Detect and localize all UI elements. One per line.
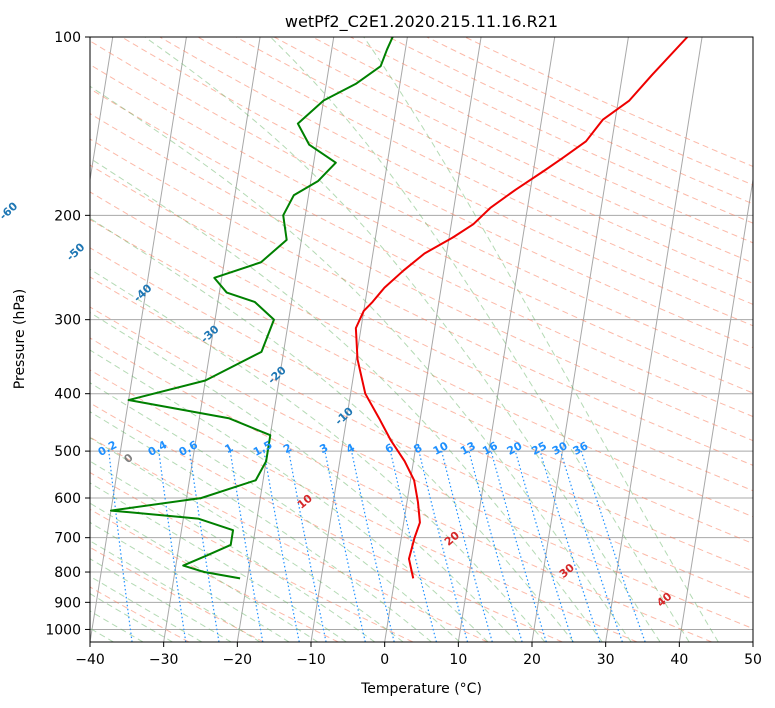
isotherm-line — [90, 37, 187, 642]
moist-adiabat-line — [90, 349, 489, 642]
moist-adiabat-line — [90, 521, 290, 642]
mixing-ratio-line — [418, 450, 469, 642]
moist-adiabat-line — [90, 558, 232, 642]
isotherm-line — [531, 37, 629, 642]
dry-adiabat-line — [426, 37, 753, 186]
temperature-profile-line — [354, 37, 689, 579]
isotherm-line — [90, 37, 114, 183]
dry-adiabat-line — [90, 64, 753, 394]
mixing-ratio-label: 13 — [458, 439, 478, 458]
mixing-ratio-line — [229, 451, 264, 642]
mixing-ratio-line — [559, 450, 623, 642]
y-tick-label: 800 — [54, 565, 81, 581]
dry-adiabat-line — [90, 471, 414, 642]
mixing-ratio-line — [108, 451, 133, 642]
dry-adiabat-line — [197, 37, 753, 305]
y-tick-label: 500 — [54, 444, 81, 460]
x-tick-label: −10 — [296, 652, 326, 668]
moist-adiabat-line — [90, 157, 603, 642]
dry-adiabat-line — [90, 218, 753, 545]
x-axis-label: Temperature (°C) — [360, 681, 482, 697]
dry-adiabat-line — [350, 37, 753, 224]
mixing-ratio-line — [514, 450, 574, 642]
dry-adiabat-line — [121, 37, 753, 349]
chart-title: wetPf2_C2E1.2020.215.11.16.R21 — [285, 12, 558, 32]
dry-adiabat-line — [90, 247, 753, 572]
dry-adiabat-line — [274, 37, 753, 264]
mixing-ratio-line — [288, 450, 327, 642]
x-tick-label: 0 — [380, 652, 389, 668]
x-tick-label: −30 — [149, 652, 179, 668]
moist-adiabat-line — [90, 437, 404, 642]
dry-adiabat-line — [159, 37, 753, 327]
x-tick-label: 10 — [449, 652, 467, 668]
dry-adiabat-line — [90, 436, 488, 642]
x-tick-label: 20 — [523, 652, 541, 668]
moist-adiabat-line — [90, 382, 461, 642]
moist-adiabat-line — [90, 593, 173, 642]
dry-adiabat-line — [312, 37, 753, 244]
dry-adiabat-line — [90, 113, 753, 442]
y-tick-label: 200 — [54, 208, 81, 224]
mixing-ratio-line — [468, 450, 523, 642]
dry-adiabat-line — [90, 337, 712, 642]
plot-area — [90, 37, 753, 642]
mixing-ratio-line — [189, 451, 220, 642]
mixing-ratio-label: 16 — [480, 439, 500, 458]
x-tick-label: −20 — [223, 652, 253, 668]
mixing-ratio-label: 30 — [550, 439, 570, 458]
y-tick-label: 100 — [54, 30, 81, 46]
dry-adiabat-line — [90, 88, 753, 418]
x-tick-label: 30 — [597, 652, 615, 668]
mixing-ratio-line — [389, 450, 438, 642]
moist-adiabat-line — [90, 268, 546, 642]
moist-adiabat-line — [90, 540, 261, 642]
y-tick-label: 400 — [54, 387, 81, 403]
moist-adiabat-line — [363, 37, 719, 642]
plot-frame — [89, 36, 754, 643]
moist-adiabat-line — [90, 217, 574, 642]
y-tick-label: 900 — [54, 595, 81, 611]
moist-adiabat-line — [270, 37, 690, 642]
moist-adiabat-line — [90, 460, 376, 642]
mixing-ratio-label: 20 — [505, 439, 525, 458]
mixing-ratio-line — [158, 451, 187, 642]
y-tick-label: 600 — [54, 491, 81, 507]
x-tick-label: 40 — [670, 652, 688, 668]
isotherm-line — [457, 37, 556, 642]
dry-adiabat-line — [90, 40, 753, 371]
dewpoint-profile-line — [109, 37, 394, 580]
moist-adiabat-line — [90, 482, 347, 642]
x-tick-label: −40 — [75, 652, 105, 668]
mixing-ratio-label: 36 — [571, 439, 591, 458]
isotherm-line — [163, 37, 261, 642]
moist-adiabat-line — [144, 37, 661, 642]
moist-adiabat-line — [90, 85, 632, 642]
x-tick-label: 50 — [744, 652, 762, 668]
mixing-ratio-line — [350, 450, 395, 642]
isotherm-line — [236, 37, 335, 642]
mixing-ratio-line — [441, 450, 493, 642]
mixing-ratio-line — [580, 450, 646, 642]
mixing-ratio-label: 10 — [431, 439, 451, 458]
mixing-ratio-line — [490, 450, 547, 642]
dry-adiabat-line — [388, 37, 753, 205]
isotherm-line — [384, 37, 482, 642]
y-tick-label: 1000 — [45, 622, 81, 638]
isotherm-line — [310, 37, 408, 642]
mixing-ratio-line — [324, 450, 366, 642]
mixing-ratio-line — [539, 450, 601, 642]
isotherm-line — [678, 176, 753, 642]
moist-adiabat-line — [90, 575, 203, 642]
dry-adiabat-line — [464, 37, 753, 167]
mixing-ratio-line — [263, 450, 300, 642]
mixing-ratio-label: 25 — [529, 439, 549, 458]
y-tick-label: 300 — [54, 313, 81, 329]
y-tick-label: 700 — [54, 531, 81, 547]
y-axis-label: Pressure (hPa) — [12, 289, 28, 389]
